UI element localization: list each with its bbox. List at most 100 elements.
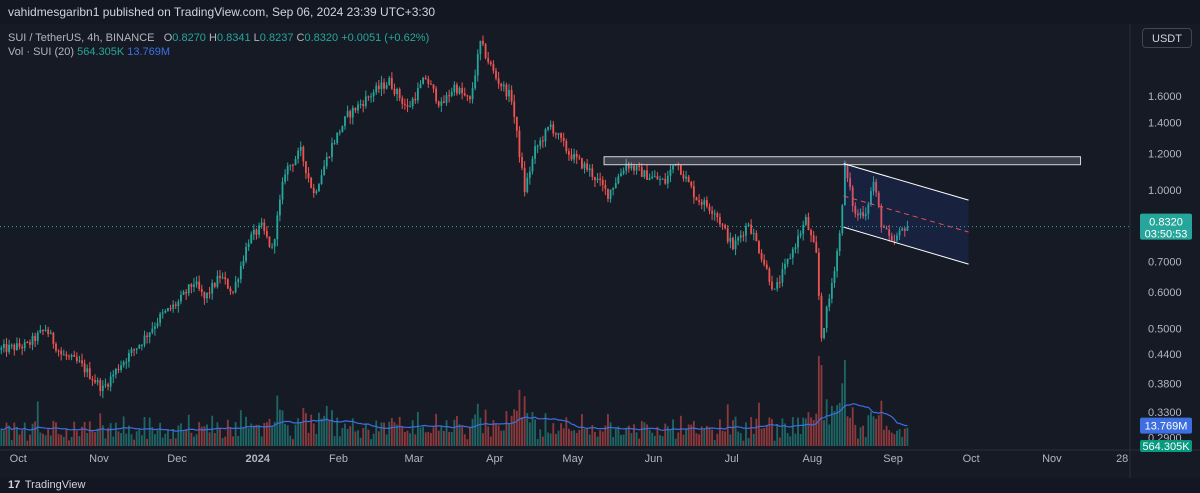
candle-body: [453, 84, 456, 92]
candle-body: [781, 269, 784, 283]
candle-body: [547, 127, 549, 130]
volume-bar: [450, 432, 453, 446]
legend-close-value: 0.8320: [304, 32, 339, 44]
candle-body: [31, 335, 34, 345]
volume-bar: [154, 434, 156, 446]
volume-bar: [534, 419, 536, 446]
candle-body: [403, 103, 406, 106]
candle-body: [323, 166, 326, 176]
volume-bar: [422, 426, 425, 446]
candle-body: [500, 83, 503, 87]
volume-bar: [278, 409, 281, 446]
volume-bar: [177, 425, 180, 446]
legend-volume-label[interactable]: Vol · SUI (20): [8, 46, 75, 58]
candle-body: [607, 188, 609, 199]
volume-bar: [109, 423, 112, 446]
volume-bar: [281, 410, 284, 446]
volume-bar: [367, 429, 370, 446]
legend-symbol[interactable]: SUI / TetherUS, 4h, BINANCE: [8, 32, 155, 44]
volume-bar: [286, 425, 289, 446]
candle-body: [672, 165, 674, 170]
publisher-bar: vahidmesgaribn1 published on TradingView…: [0, 0, 1200, 24]
price-tick-label: 0.7000: [1148, 256, 1182, 268]
footer-bar: 17 TradingView: [0, 478, 1200, 493]
volume-bar: [96, 428, 99, 446]
volume-bar: [164, 433, 167, 446]
volume-bar: [307, 432, 310, 446]
candle-body: [843, 163, 846, 206]
volume-bar: [815, 413, 818, 446]
volume-bar: [703, 428, 706, 446]
candle-body: [127, 353, 130, 362]
volume-bar: [682, 434, 685, 446]
volume-bar: [370, 439, 372, 446]
candle-body: [36, 332, 39, 341]
volume-bar: [190, 432, 193, 446]
candle-body: [630, 165, 633, 169]
candle-body: [739, 235, 742, 238]
candle-body: [29, 342, 31, 345]
volume-bar: [169, 438, 172, 446]
volume-bar: [456, 416, 458, 446]
candle-body: [112, 374, 115, 377]
volume-bar: [846, 416, 849, 446]
volume-bar: [872, 416, 875, 446]
candle-body: [302, 146, 305, 162]
candle-body: [638, 166, 641, 168]
candle-body: [164, 310, 167, 313]
volume-bar: [200, 426, 203, 446]
candle-body: [508, 90, 510, 97]
candle-body: [732, 237, 734, 250]
candle-body: [695, 197, 698, 201]
volume-bar: [325, 405, 328, 446]
volume-bar: [138, 429, 141, 446]
candle-body: [195, 281, 198, 285]
candle-body: [370, 96, 372, 98]
candle-body: [117, 368, 120, 371]
volume-bar: [565, 417, 568, 446]
candle-body: [83, 363, 86, 373]
candle-body: [901, 228, 904, 231]
price-chart[interactable]: 1.60001.40001.20001.00000.80000.70000.60…: [0, 24, 1200, 478]
candle-body: [346, 111, 349, 117]
currency-button[interactable]: USDT: [1142, 28, 1192, 48]
candle-body: [338, 132, 341, 134]
time-tick-label: Mar: [405, 453, 424, 465]
candle-body: [666, 175, 669, 184]
candle-body: [445, 95, 448, 103]
legend-change: +0.0051 (+0.62%): [341, 32, 430, 44]
candle-body: [833, 271, 836, 284]
candle-body: [802, 224, 805, 234]
volume-bar: [758, 402, 760, 446]
candle-body: [526, 177, 529, 192]
volume-bar: [713, 440, 716, 446]
tradingview-logo-icon: 17: [8, 479, 21, 491]
volume-bar: [315, 434, 318, 446]
candle-body: [167, 308, 169, 311]
candle-body: [26, 342, 29, 344]
candle-body: [239, 265, 242, 280]
volume-bar: [716, 433, 719, 446]
candle-body: [375, 85, 378, 93]
candle-body: [440, 101, 443, 106]
candle-body: [94, 380, 96, 383]
volume-bar: [336, 417, 339, 446]
candle-body: [443, 101, 445, 103]
candle-body: [86, 368, 89, 373]
candle-body: [823, 328, 825, 339]
candle-body: [427, 79, 430, 84]
candle-body: [154, 326, 156, 329]
candle-body: [75, 356, 78, 361]
candle-body: [653, 176, 656, 178]
volume-bar: [573, 430, 576, 446]
volume-bar: [216, 422, 219, 446]
footer-brand[interactable]: TradingView: [24, 479, 86, 491]
volume-bar: [849, 417, 852, 446]
candle-body: [49, 332, 52, 335]
candle-body: [458, 87, 461, 94]
candle-body: [325, 157, 328, 167]
candle-body: [419, 84, 422, 89]
candle-body: [544, 129, 547, 142]
candle-body: [242, 261, 245, 266]
volume-bar: [786, 433, 789, 446]
